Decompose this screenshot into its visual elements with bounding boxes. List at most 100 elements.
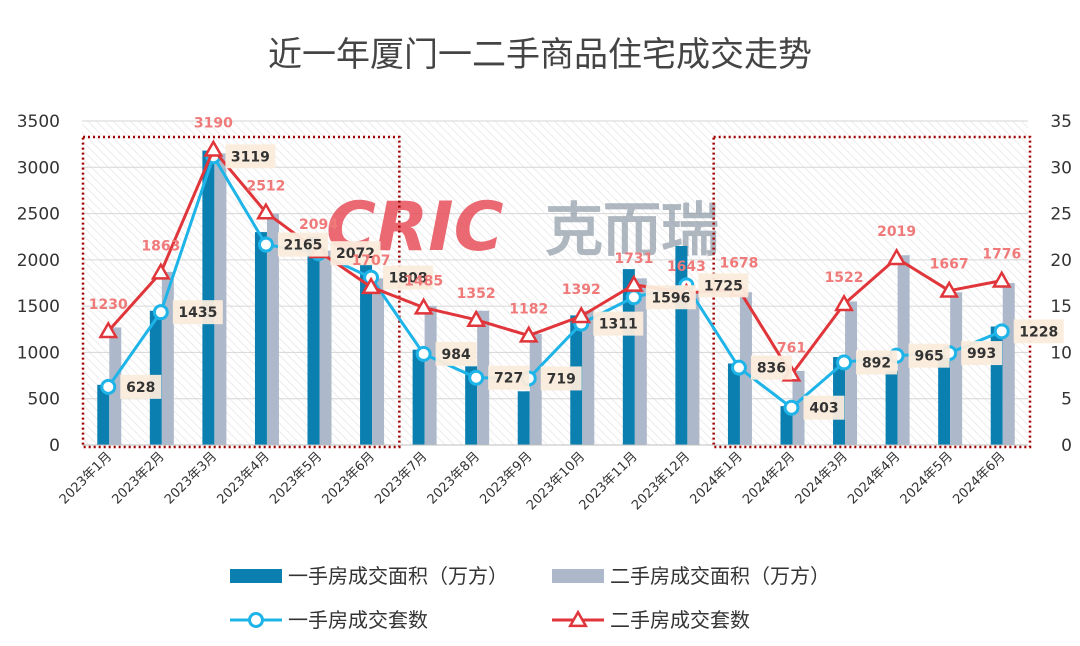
legend-swatch xyxy=(230,569,282,583)
line-point xyxy=(468,369,485,386)
data-label-box xyxy=(645,285,696,310)
bar xyxy=(202,150,215,445)
y-right-tick-label: 15 xyxy=(1050,297,1072,317)
x-tick-label: 2024年1月 xyxy=(688,449,746,507)
x-tick-label: 2023年3月 xyxy=(162,449,220,507)
data-label: 2019 xyxy=(877,224,916,240)
y-right-tick-label: 25 xyxy=(1050,205,1072,225)
x-tick-label: 2023年2月 xyxy=(109,449,167,507)
data-label-box xyxy=(330,241,381,266)
bar xyxy=(582,310,595,445)
data-label: 1808 xyxy=(389,271,428,287)
bar xyxy=(412,349,425,445)
line-point xyxy=(834,293,855,312)
data-label-box xyxy=(698,273,749,298)
data-label-box xyxy=(961,341,1003,366)
bar xyxy=(254,232,267,445)
legend-label: 二手房成交套数 xyxy=(610,608,750,632)
data-label: 2512 xyxy=(246,178,285,194)
line-point xyxy=(623,274,644,292)
data-label-box xyxy=(172,300,223,325)
line-point xyxy=(413,297,434,315)
y-left-tick-label: 0 xyxy=(49,436,60,456)
data-label: 1596 xyxy=(651,290,690,306)
legend-label: 一手房成交套数 xyxy=(288,608,428,632)
data-label-box xyxy=(120,374,162,399)
data-label: 403 xyxy=(809,401,838,417)
y-right-tick-label: 10 xyxy=(1050,343,1072,363)
data-label-box xyxy=(593,311,644,336)
legend-marker xyxy=(568,609,588,628)
data-label: 3190 xyxy=(194,116,233,132)
data-label: 1731 xyxy=(614,251,653,267)
line-point xyxy=(625,289,642,306)
line-point xyxy=(571,305,592,324)
data-label: 1182 xyxy=(509,302,548,318)
data-label: 1392 xyxy=(562,282,601,298)
bar xyxy=(465,366,478,445)
legend-label: 二手房成交面积（万方） xyxy=(610,564,830,588)
data-label-box xyxy=(488,365,530,390)
data-label: 1228 xyxy=(1019,324,1058,340)
line-point xyxy=(255,202,276,220)
data-label: 2072 xyxy=(336,246,375,262)
data-label: 628 xyxy=(126,380,155,396)
data-label: 2094 xyxy=(299,217,338,233)
data-label: 1863 xyxy=(141,239,180,255)
line-point xyxy=(783,399,800,416)
line-point xyxy=(993,323,1010,340)
bar xyxy=(529,333,542,445)
highlight-box xyxy=(712,135,1032,449)
data-label: 761 xyxy=(777,341,806,357)
series-line xyxy=(107,154,1003,410)
data-label: 965 xyxy=(914,349,943,365)
y-left-tick-label: 2500 xyxy=(17,205,60,225)
data-label: 1725 xyxy=(704,278,743,294)
line-point xyxy=(466,309,487,327)
legend-label: 一手房成交面积（万方） xyxy=(288,564,508,588)
bar xyxy=(938,354,951,445)
x-tick-label: 2024年6月 xyxy=(950,449,1008,507)
legend: 一手房成交面积（万方） 二手房成交面积（万方） 一手房成交套数 二手房成交套数 xyxy=(230,564,830,632)
data-label: 719 xyxy=(547,371,576,387)
legend-swatch xyxy=(552,569,604,583)
line-point xyxy=(152,304,169,321)
data-label: 1707 xyxy=(352,253,391,269)
data-label: 1522 xyxy=(825,270,864,286)
line-point xyxy=(361,276,382,295)
line-point xyxy=(150,262,171,280)
bar xyxy=(950,292,963,445)
y-left-tick-label: 2000 xyxy=(17,251,60,271)
line-point xyxy=(98,320,119,339)
y-left-tick-label: 1000 xyxy=(17,343,60,363)
bar xyxy=(214,153,227,445)
bar xyxy=(727,363,740,445)
x-tick-label: 2023年6月 xyxy=(320,449,378,507)
data-label: 836 xyxy=(757,361,786,377)
bar xyxy=(97,384,110,445)
highlight-box xyxy=(81,135,401,449)
line-point xyxy=(939,280,960,298)
labels-layer: 628 1435 3119 2165 2072 1808 984 727 719 1311 1596… xyxy=(89,116,1064,420)
data-label: 1643 xyxy=(667,259,706,275)
data-label: 727 xyxy=(494,371,523,387)
y-left-tick-label: 3500 xyxy=(17,112,60,132)
line-point xyxy=(257,236,274,253)
watermark-cn: 克而瑞 xyxy=(545,196,719,264)
bar xyxy=(897,255,910,445)
y-right-tick-label: 35 xyxy=(1050,112,1072,132)
data-label-box xyxy=(435,341,477,366)
y-left-tick-label: 500 xyxy=(28,390,60,410)
bar xyxy=(780,406,793,445)
bar xyxy=(319,250,332,445)
data-label: 3119 xyxy=(231,149,270,165)
line-point xyxy=(518,325,539,343)
bars-layer xyxy=(97,150,1015,445)
bar xyxy=(424,306,437,445)
data-label-box xyxy=(277,232,328,257)
data-label: 1435 xyxy=(178,305,217,321)
chart-title: 近一年厦门一二手商品住宅成交走势 xyxy=(268,35,812,75)
data-label-box xyxy=(540,366,582,391)
